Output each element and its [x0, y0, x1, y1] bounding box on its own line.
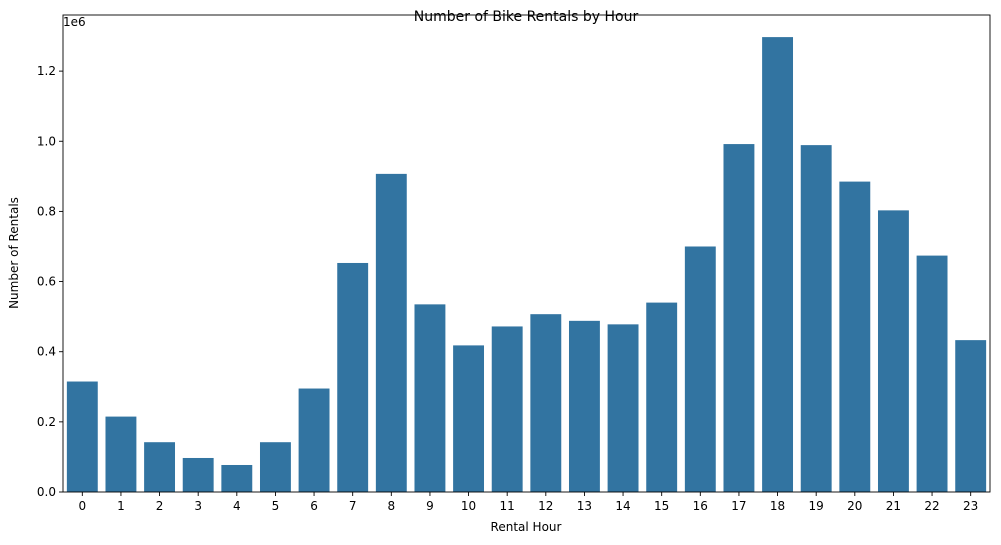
bar-hour-9	[414, 304, 446, 492]
chart-title: Number of Bike Rentals by Hour	[414, 9, 639, 25]
plot-frame	[62, 14, 991, 493]
bar-hour-10	[453, 345, 485, 492]
y-axis-ticks: 0.0 0.2 0.4 0.6 0.8 1.0 1.2	[37, 64, 63, 499]
bar-hour-13	[568, 320, 600, 492]
y-offset-label: 1e6	[63, 15, 86, 29]
x-tick-label: 17	[731, 499, 746, 513]
bar-hour-23	[955, 340, 987, 492]
bar-hour-1	[105, 416, 137, 492]
bar-hour-18	[762, 37, 794, 492]
x-tick-label: 0	[78, 499, 86, 513]
bar-hour-21	[877, 210, 909, 493]
x-tick-label: 8	[387, 499, 395, 513]
y-tick-label: 0.6	[37, 275, 56, 289]
x-tick-label: 15	[654, 499, 669, 513]
bar-hour-20	[839, 181, 871, 492]
bar-hour-12	[530, 314, 562, 492]
bar-hour-2	[144, 442, 176, 492]
x-tick-label: 4	[233, 499, 241, 513]
y-tick-label: 0.8	[37, 204, 56, 218]
bar-hour-17	[723, 144, 755, 492]
x-tick-label: 21	[886, 499, 901, 513]
bar-hour-0	[66, 381, 98, 492]
bars-group	[66, 37, 987, 493]
x-axis-ticks: 0 1 2 3 4 5 6 7 8 9 10 11 12 13 14 15 16 17 18 19 20 21 22 23	[78, 492, 978, 513]
bar-hour-22	[916, 255, 948, 492]
bar-hour-14	[607, 324, 639, 492]
y-tick-label: 0.0	[37, 485, 56, 499]
x-tick-label: 7	[349, 499, 357, 513]
x-tick-label: 12	[538, 499, 553, 513]
bar-hour-16	[684, 246, 716, 492]
x-tick-label: 10	[461, 499, 476, 513]
x-tick-label: 1	[117, 499, 125, 513]
x-tick-label: 9	[426, 499, 434, 513]
bar-hour-3	[182, 457, 214, 492]
y-tick-label: 0.2	[37, 415, 56, 429]
bar-hour-5	[259, 442, 291, 492]
x-tick-label: 6	[310, 499, 318, 513]
x-axis-label: Rental Hour	[491, 520, 562, 534]
x-tick-label: 11	[500, 499, 515, 513]
bar-hour-6	[298, 388, 330, 492]
bar-hour-4	[221, 464, 253, 492]
x-tick-label: 23	[963, 499, 978, 513]
x-tick-label: 2	[156, 499, 164, 513]
bar-hour-8	[375, 173, 407, 492]
x-tick-label: 13	[577, 499, 592, 513]
y-tick-label: 0.4	[37, 345, 56, 359]
x-tick-label: 22	[924, 499, 939, 513]
x-tick-label: 18	[770, 499, 785, 513]
y-tick-label: 1.0	[37, 134, 56, 148]
x-tick-label: 14	[615, 499, 630, 513]
x-tick-label: 5	[272, 499, 280, 513]
bar-hour-15	[646, 302, 678, 492]
y-axis-label: Number of Rentals	[7, 197, 21, 309]
bar-hour-7	[337, 262, 369, 492]
bar-hour-11	[491, 326, 523, 492]
x-tick-label: 16	[693, 499, 708, 513]
y-tick-label: 1.2	[37, 64, 56, 78]
x-tick-label: 3	[194, 499, 202, 513]
x-tick-label: 19	[809, 499, 824, 513]
x-tick-label: 20	[847, 499, 862, 513]
bar-hour-19	[800, 145, 832, 492]
